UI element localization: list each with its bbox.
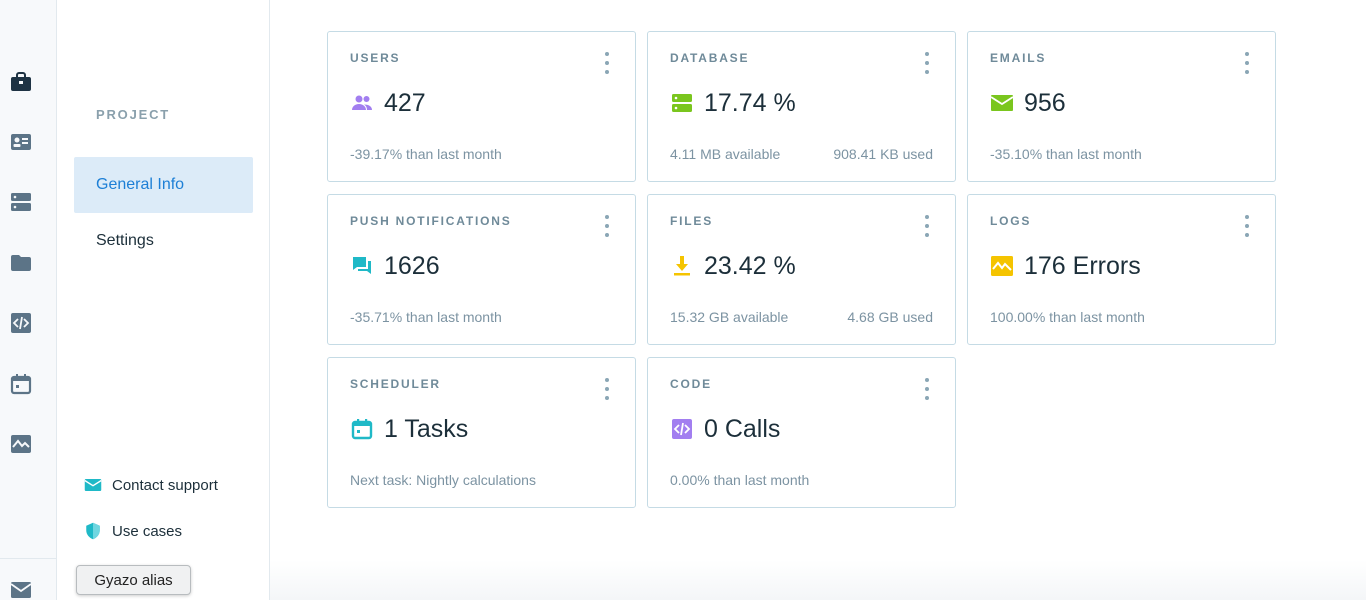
card-subtext-left: -35.10% than last month (990, 146, 1142, 162)
card-subtext-left: 100.00% than last month (990, 309, 1145, 325)
kebab-menu-icon[interactable] (921, 52, 933, 74)
chat-icon (350, 254, 374, 278)
metric-value: 176 Errors (1024, 251, 1141, 280)
card-subtext: -39.17% than last month (350, 146, 613, 162)
card-title: EMAILS (990, 51, 1047, 65)
id-card-icon[interactable] (9, 130, 33, 154)
use-cases-link[interactable]: Use cases (84, 522, 182, 540)
folder-icon[interactable] (9, 251, 33, 275)
card-title: PUSH NOTIFICATIONS (350, 214, 512, 228)
card-subtext: -35.10% than last month (990, 146, 1253, 162)
kebab-menu-icon[interactable] (1241, 52, 1253, 74)
card-subtext: 0.00% than last month (670, 472, 933, 488)
metric-value: 17.74 % (704, 88, 796, 117)
mail-icon[interactable] (9, 578, 33, 600)
card-code[interactable]: CODE 0 Calls 0.00% than last month (647, 357, 956, 508)
card-value: 17.74 % (670, 88, 796, 118)
card-title: SCHEDULER (350, 377, 441, 391)
icon-rail (0, 0, 57, 600)
briefcase-icon[interactable] (9, 70, 33, 94)
kebab-menu-icon[interactable] (601, 215, 613, 237)
contact-support-link[interactable]: Contact support (84, 476, 218, 494)
card-title: DATABASE (670, 51, 750, 65)
card-subtext-right: 4.68 GB used (847, 309, 933, 325)
card-subtext: Next task: Nightly calculations (350, 472, 613, 488)
card-subtext-left: -39.17% than last month (350, 146, 502, 162)
card-subtext-right: 908.41 KB used (833, 146, 933, 162)
kebab-menu-icon[interactable] (1241, 215, 1253, 237)
card-subtext-left: 4.11 MB available (670, 146, 781, 162)
rail-divider (0, 558, 57, 559)
footer-link-label: Contact support (112, 476, 218, 494)
card-scheduler[interactable]: SCHEDULER 1 Tasks Next task: Nightly cal… (327, 357, 636, 508)
mail-icon (990, 91, 1014, 115)
card-value: 176 Errors (990, 251, 1141, 281)
card-value: 956 (990, 88, 1066, 118)
kebab-menu-icon[interactable] (921, 215, 933, 237)
metric-value: 427 (384, 88, 426, 117)
footer-link-label: Use cases (112, 522, 183, 540)
card-value: 23.42 % (670, 251, 796, 281)
shield-icon (84, 522, 102, 540)
card-subtext: 4.11 MB available 908.41 KB used (670, 146, 933, 162)
card-subtext-left: -35.71% than last month (350, 309, 502, 325)
download-icon (670, 254, 694, 278)
kebab-menu-icon[interactable] (921, 378, 933, 400)
calendar-icon (350, 417, 374, 441)
metric-value: 0 Calls (704, 414, 781, 443)
card-subtext-left: Next task: Nightly calculations (350, 472, 536, 488)
card-users[interactable]: USERS 427 -39.17% than last month (327, 31, 636, 182)
card-title: LOGS (990, 214, 1032, 228)
users-icon (350, 91, 374, 115)
card-value: 1626 (350, 251, 440, 281)
card-emails[interactable]: EMAILS 956 -35.10% than last month (967, 31, 1276, 182)
mail-icon (84, 476, 102, 494)
card-title: USERS (350, 51, 401, 65)
card-subtext-left: 0.00% than last month (670, 472, 810, 488)
code-icon (670, 417, 694, 441)
card-logs[interactable]: LOGS 176 Errors 100.00% than last month (967, 194, 1276, 345)
metric-value: 1 Tasks (384, 414, 469, 443)
nav-item-label: Settings (96, 232, 154, 249)
kebab-menu-icon[interactable] (601, 52, 613, 74)
metric-value: 956 (1024, 88, 1066, 117)
kebab-menu-icon[interactable] (601, 378, 613, 400)
tooltip: Gyazo alias (76, 565, 191, 595)
card-subtext: 100.00% than last month (990, 309, 1253, 325)
card-value: 1 Tasks (350, 414, 468, 444)
card-value: 427 (350, 88, 426, 118)
project-sidebar: PROJECT General Info Settings Contact su… (57, 0, 270, 600)
card-title: CODE (670, 377, 712, 391)
metric-value: 1626 (384, 251, 440, 280)
card-title: FILES (670, 214, 714, 228)
nav-item-general-info[interactable]: General Info (74, 157, 253, 213)
card-subtext: 15.32 GB available 4.68 GB used (670, 309, 933, 325)
nav-item-label: General Info (96, 176, 185, 193)
calendar-icon[interactable] (9, 372, 33, 396)
activity-icon[interactable] (9, 432, 33, 456)
nav-item-settings[interactable]: Settings (74, 213, 253, 269)
section-title: PROJECT (96, 107, 171, 122)
code-icon[interactable] (9, 311, 33, 335)
card-push-notifications[interactable]: PUSH NOTIFICATIONS 1626 -35.71% than las… (327, 194, 636, 345)
database-icon[interactable] (9, 190, 33, 214)
card-database[interactable]: DATABASE 17.74 % 4.11 MB available 908.4… (647, 31, 956, 182)
card-subtext: -35.71% than last month (350, 309, 613, 325)
metric-value: 23.42 % (704, 251, 796, 280)
card-subtext-left: 15.32 GB available (670, 309, 789, 325)
bottom-fade (270, 560, 1366, 600)
card-value: 0 Calls (670, 414, 780, 444)
database-icon (670, 91, 694, 115)
card-files[interactable]: FILES 23.42 % 15.32 GB available 4.68 GB… (647, 194, 956, 345)
activity-icon (990, 254, 1014, 278)
